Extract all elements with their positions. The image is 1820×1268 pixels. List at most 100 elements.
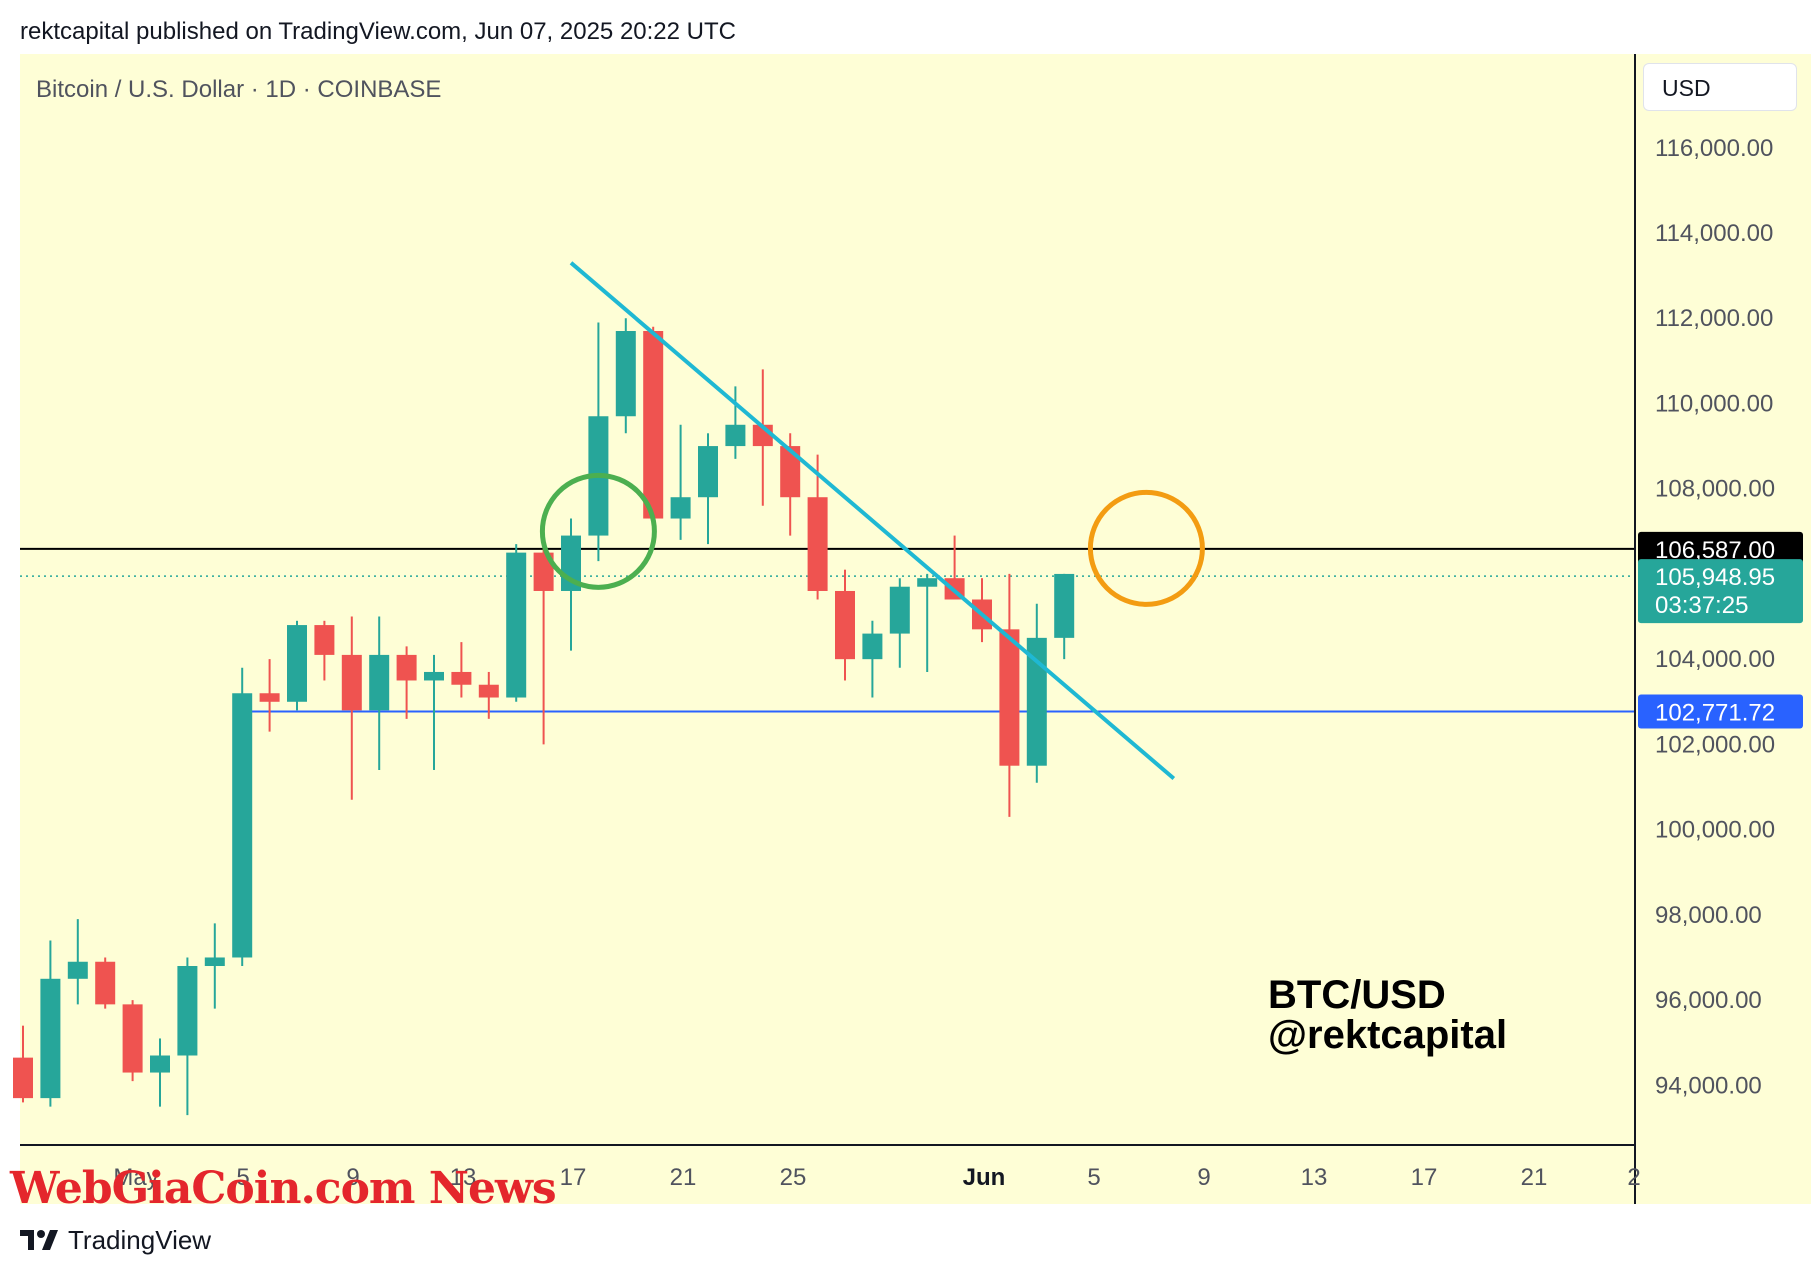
candle bbox=[122, 1000, 143, 1082]
candle-body bbox=[204, 957, 225, 967]
orange-circle bbox=[1087, 489, 1205, 607]
candle bbox=[533, 527, 554, 745]
price-tick-label: 108,000.00 bbox=[1655, 476, 1775, 503]
candle-body bbox=[287, 625, 307, 702]
descending-trendline bbox=[569, 261, 1176, 781]
candle bbox=[999, 573, 1020, 817]
candle bbox=[259, 659, 280, 732]
annotation-handle: @rektcapital bbox=[1268, 1013, 1507, 1057]
candle-body bbox=[341, 654, 362, 711]
candle bbox=[396, 646, 417, 719]
candle bbox=[150, 1038, 170, 1107]
candle-body bbox=[725, 424, 746, 447]
price-tick-label: 114,000.00 bbox=[1655, 220, 1773, 247]
time-tick-label: 21 bbox=[1521, 1164, 1548, 1191]
price-tick-label: 112,000.00 bbox=[1655, 305, 1773, 332]
candle-body bbox=[122, 1004, 143, 1073]
candle-body bbox=[232, 693, 253, 958]
candle bbox=[451, 642, 472, 698]
time-tick-label: 17 bbox=[1411, 1164, 1438, 1191]
candle bbox=[341, 616, 362, 800]
candle bbox=[40, 940, 61, 1107]
candle bbox=[314, 620, 335, 681]
candle-body bbox=[533, 552, 554, 591]
candle bbox=[424, 654, 444, 770]
candle bbox=[177, 957, 198, 1116]
candle-body bbox=[95, 961, 116, 1005]
candle-body bbox=[698, 446, 718, 498]
time-tick-label: 25 bbox=[780, 1164, 807, 1191]
time-tick-label: 2 bbox=[1627, 1164, 1640, 1191]
candle bbox=[287, 620, 307, 711]
candle bbox=[588, 322, 609, 562]
candle-body bbox=[424, 671, 444, 681]
resistance-price-label-box bbox=[1638, 531, 1803, 566]
candle bbox=[698, 433, 718, 545]
candle-body bbox=[259, 693, 280, 702]
time-tick-label: 17 bbox=[560, 1164, 587, 1191]
candle bbox=[807, 454, 828, 600]
candle bbox=[615, 318, 636, 434]
price-tick-label: 98,000.00 bbox=[1655, 902, 1762, 929]
candle-body bbox=[615, 331, 636, 417]
candle bbox=[67, 919, 88, 1005]
candle bbox=[95, 957, 116, 1009]
support-price-text: 102,771.72 bbox=[1655, 700, 1775, 727]
candle bbox=[752, 369, 773, 506]
candle-body bbox=[1026, 637, 1047, 766]
watermark-text: WebGiaCoin.com News bbox=[10, 1163, 557, 1214]
candle-body bbox=[314, 625, 335, 655]
candle bbox=[670, 424, 691, 540]
last-price-label-box bbox=[1638, 559, 1803, 624]
time-tick-label: 21 bbox=[670, 1164, 697, 1191]
price-tick-label: 116,000.00 bbox=[1655, 135, 1773, 162]
candle-body bbox=[917, 578, 938, 587]
time-tick-label: May bbox=[113, 1164, 158, 1191]
candle bbox=[369, 616, 390, 770]
candle-body bbox=[862, 633, 883, 660]
candle-body bbox=[1054, 573, 1075, 638]
price-tick-label: 94,000.00 bbox=[1655, 1072, 1762, 1099]
price-tick-label: 102,000.00 bbox=[1655, 731, 1775, 758]
candle bbox=[13, 1025, 33, 1103]
candle bbox=[232, 667, 253, 967]
time-tick-label: 9 bbox=[346, 1164, 359, 1191]
candle-body bbox=[506, 552, 527, 698]
candle-body bbox=[643, 331, 664, 519]
green-circle bbox=[539, 472, 657, 590]
candle-body bbox=[67, 961, 88, 979]
footer: TradingView bbox=[20, 1222, 211, 1258]
candle bbox=[835, 569, 855, 681]
time-tick-label: 13 bbox=[1301, 1164, 1328, 1191]
last-price-text: 105,948.95 bbox=[1655, 564, 1775, 591]
tradingview-logo-icon[interactable] bbox=[20, 1228, 60, 1252]
candle bbox=[725, 386, 746, 459]
candle bbox=[917, 573, 938, 672]
support-price-label-box bbox=[1638, 694, 1803, 729]
footer-brand[interactable]: TradingView bbox=[68, 1224, 212, 1255]
price-tick-label: 110,000.00 bbox=[1655, 390, 1773, 417]
time-tick-label: 5 bbox=[236, 1164, 249, 1191]
price-tick-label: 96,000.00 bbox=[1655, 987, 1762, 1014]
candle bbox=[889, 578, 910, 668]
currency-button[interactable]: USD bbox=[1643, 63, 1797, 111]
candle-body bbox=[40, 978, 61, 1099]
countdown-text: 03:37:25 bbox=[1655, 592, 1748, 619]
candle-body bbox=[177, 966, 198, 1056]
candle-body bbox=[150, 1055, 170, 1073]
candle bbox=[204, 923, 225, 1009]
candle-body bbox=[780, 446, 801, 498]
candle-body bbox=[451, 671, 472, 685]
candle-body bbox=[670, 497, 691, 519]
candle-body bbox=[13, 1057, 33, 1099]
candle-body bbox=[999, 629, 1020, 766]
candle bbox=[506, 544, 527, 702]
candle-body bbox=[396, 654, 417, 681]
candle-body bbox=[889, 586, 910, 634]
candle-body bbox=[369, 654, 390, 711]
price-tick-label: 104,000.00 bbox=[1655, 646, 1775, 673]
price-tick-label: 100,000.00 bbox=[1655, 817, 1775, 844]
annotation-pair: BTC/USD bbox=[1268, 973, 1446, 1017]
publisher-line: rektcapital published on TradingView.com… bbox=[20, 18, 736, 45]
